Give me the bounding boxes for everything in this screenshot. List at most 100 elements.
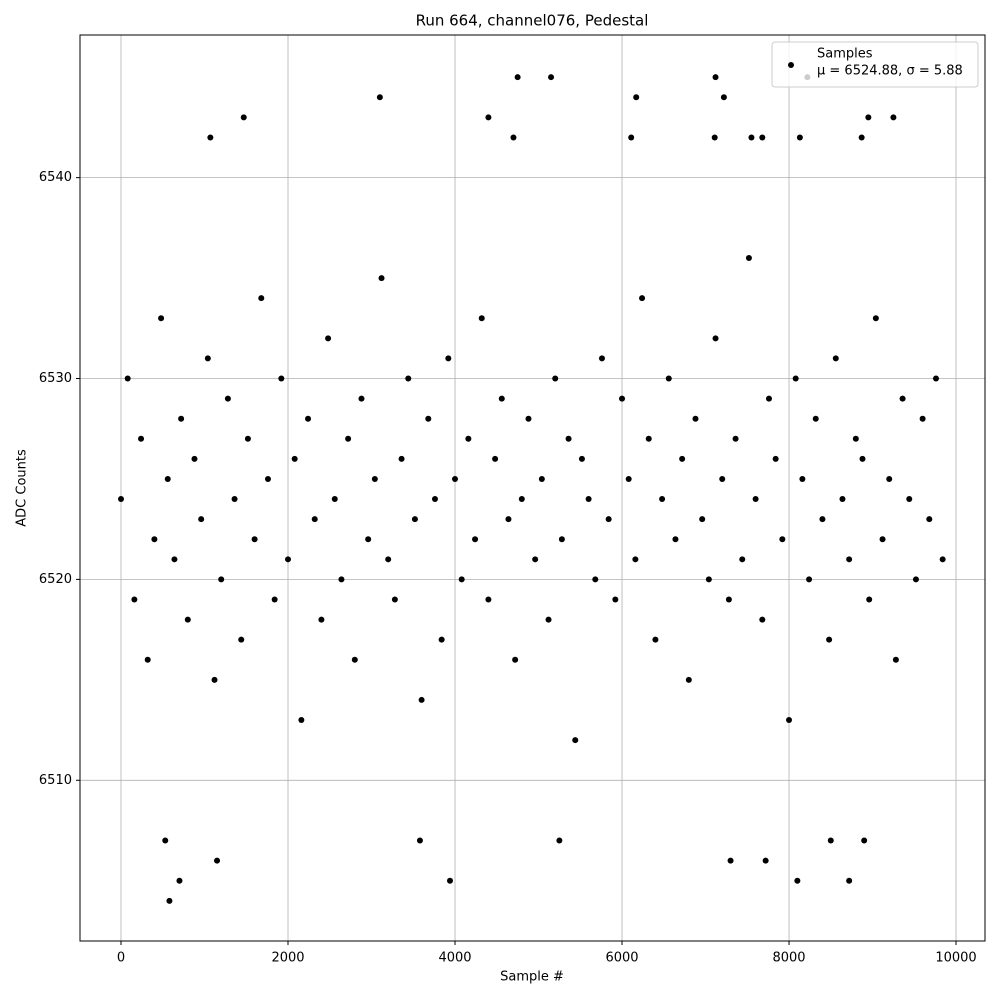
data-point (446, 877, 453, 884)
data-point (365, 536, 372, 543)
data-point (325, 335, 332, 342)
data-point (264, 475, 271, 482)
data-point (144, 656, 151, 663)
data-point (271, 596, 278, 603)
data-point (305, 415, 312, 422)
data-point (398, 455, 405, 462)
data-point (548, 74, 555, 81)
data-point (765, 395, 772, 402)
data-point (211, 676, 218, 683)
data-point (505, 516, 512, 523)
data-point (899, 395, 906, 402)
data-point (665, 375, 672, 382)
data-point (478, 315, 485, 322)
data-point (351, 656, 358, 663)
data-point (138, 435, 145, 442)
data-point (162, 837, 169, 844)
data-point (514, 74, 521, 81)
data-point (872, 315, 879, 322)
grid (80, 35, 985, 941)
data-point (762, 857, 769, 864)
data-point (806, 576, 813, 583)
data-point (759, 616, 766, 623)
y-tick-label: 6530 (39, 371, 72, 386)
data-point (238, 636, 245, 643)
data-point (672, 536, 679, 543)
data-point (510, 134, 517, 141)
data-point (331, 496, 338, 503)
data-point (585, 496, 592, 503)
legend: Samples μ = 6524.88, σ = 5.88 (771, 41, 979, 88)
data-point (278, 375, 285, 382)
data-point (425, 415, 432, 422)
chart-title: Run 664, channel076, Pedestal (416, 12, 649, 30)
data-point (298, 717, 305, 724)
data-point (538, 475, 545, 482)
data-point (792, 375, 799, 382)
data-point (865, 114, 872, 121)
data-point (572, 737, 579, 744)
data-point (711, 134, 718, 141)
x-tick-label: 10000 (935, 951, 976, 966)
data-point (732, 435, 739, 442)
data-point (685, 676, 692, 683)
data-point (605, 516, 612, 523)
data-point (378, 275, 385, 282)
data-point (705, 576, 712, 583)
data-point (748, 134, 755, 141)
data-point (498, 395, 505, 402)
data-point (659, 496, 666, 503)
data-point (892, 656, 899, 663)
data-point (861, 837, 868, 844)
data-point (184, 616, 191, 623)
data-point (926, 516, 933, 523)
data-point (204, 355, 211, 362)
data-point (932, 375, 939, 382)
y-tick-label: 6540 (39, 170, 72, 185)
data-point (418, 696, 425, 703)
points (117, 74, 946, 904)
data-point (345, 435, 352, 442)
data-point (207, 134, 214, 141)
data-point (445, 355, 452, 362)
data-point (796, 134, 803, 141)
x-tick-label: 2000 (271, 951, 304, 966)
data-point (712, 335, 719, 342)
data-point (759, 134, 766, 141)
data-point (578, 455, 585, 462)
data-point (628, 134, 635, 141)
data-point (338, 576, 345, 583)
data-point (886, 475, 893, 482)
data-point (639, 295, 646, 302)
data-point (939, 556, 946, 563)
data-point (719, 475, 726, 482)
data-point (318, 616, 325, 623)
legend-box (771, 41, 979, 88)
data-point (619, 395, 626, 402)
data-point (565, 435, 572, 442)
legend-stats: μ = 6524.88, σ = 5.88 (817, 64, 963, 79)
data-point (224, 395, 231, 402)
data-point (739, 556, 746, 563)
data-point (532, 556, 539, 563)
data-point (625, 475, 632, 482)
data-point (846, 556, 853, 563)
data-point (858, 134, 865, 141)
data-point (518, 496, 525, 503)
data-point (385, 556, 392, 563)
data-point (358, 395, 365, 402)
data-point (452, 475, 459, 482)
data-point (819, 516, 826, 523)
data-point (131, 596, 138, 603)
data-point (839, 496, 846, 503)
data-point (117, 496, 124, 503)
data-point (679, 455, 686, 462)
data-point (311, 516, 318, 523)
data-point (465, 435, 472, 442)
data-point (720, 94, 727, 101)
data-point (416, 837, 423, 844)
data-point (124, 375, 131, 382)
data-point (472, 536, 479, 543)
data-point (151, 536, 158, 543)
